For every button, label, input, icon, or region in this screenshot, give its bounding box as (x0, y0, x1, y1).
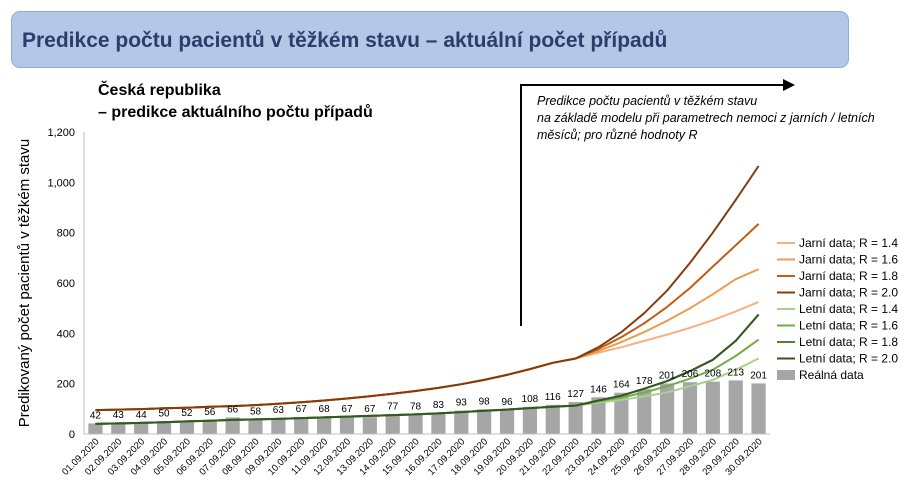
y-tick-label: 0 (69, 429, 75, 441)
legend-label: Jarní data; R = 2.0 (799, 286, 898, 300)
bar-data-label: 178 (636, 376, 653, 387)
bar-data-label: 213 (727, 367, 744, 378)
series-line (95, 165, 760, 412)
bar-real-data (431, 413, 446, 434)
legend-label: Letní data; R = 2.0 (799, 352, 898, 366)
bar-data-label: 42 (90, 410, 102, 421)
bar-data-label: 68 (319, 404, 331, 415)
bar-real-data (362, 417, 377, 434)
legend-label: Jarní data; R = 1.4 (799, 236, 898, 250)
bar-data-label: 93 (456, 398, 468, 409)
annotation-line-1: Predikce počtu pacientů v těžkém stavu (537, 94, 758, 108)
bar-real-data (499, 409, 515, 434)
series-line (95, 223, 760, 412)
bar-real-data (134, 422, 149, 434)
bar-data-label: 43 (113, 410, 125, 421)
bar-data-label: 63 (273, 405, 285, 416)
y-tick-label: 200 (57, 379, 75, 391)
bar-data-label: 67 (364, 404, 376, 415)
bar-data-label: 50 (158, 408, 170, 419)
bar-data-label: 108 (522, 394, 539, 405)
y-tick-label: 800 (57, 228, 75, 240)
bar-real-data (294, 417, 309, 434)
bar-data-label: 116 (545, 392, 561, 403)
y-tick-label: 1,000 (47, 177, 75, 189)
bar-data-label: 201 (750, 370, 767, 381)
bar-real-data (591, 397, 606, 434)
bar-data-label: 164 (613, 380, 630, 391)
chart-subtitle: Česká republika – predikce aktuálního po… (98, 80, 373, 124)
bar-real-data (179, 420, 194, 434)
bar-data-label: 201 (659, 370, 676, 381)
bar-data-label: 67 (341, 404, 353, 415)
bar-real-data (111, 423, 126, 434)
bar-real-data (682, 382, 698, 434)
bar-data-label: 77 (387, 402, 399, 413)
y-tick-label: 1,200 (47, 127, 75, 139)
annotation-line-3: měsíců; pro různé hodnoty R (537, 128, 698, 142)
legend-swatch-bar (777, 370, 795, 380)
bar-data-label: 58 (250, 406, 262, 417)
bar-real-data (156, 421, 172, 434)
bar-real-data (385, 414, 400, 434)
bar-real-data (225, 417, 240, 434)
bar-data-label: 96 (501, 397, 513, 408)
bar-real-data (317, 416, 332, 434)
bar-real-data (248, 419, 263, 434)
bar-real-data (614, 392, 629, 434)
legend-label: Letní data; R = 1.8 (799, 335, 898, 349)
title-banner: Predikce počtu pacientů v těžkém stavu –… (11, 11, 849, 68)
subtitle-line-1: Česká republika (98, 82, 221, 99)
bar-data-label: 56 (204, 407, 216, 418)
bar-data-label: 98 (479, 396, 491, 407)
y-tick-label: 600 (57, 278, 75, 290)
bar-data-label: 146 (590, 384, 607, 395)
bar-real-data (568, 402, 583, 434)
legend-label: Jarní data; R = 1.8 (799, 269, 898, 283)
page-title: Predikce počtu pacientů v těžkém stavu –… (22, 29, 668, 52)
bar-real-data (751, 383, 766, 434)
bar-data-label: 208 (704, 369, 721, 380)
bar-data-label: 67 (296, 404, 308, 415)
bar-real-data (339, 417, 355, 434)
prediction-annotation: Predikce počtu pacientů v těžkém stavu n… (537, 93, 887, 144)
bar-real-data (705, 381, 720, 434)
bar-real-data (660, 383, 675, 434)
bar-real-data (88, 423, 103, 434)
bar-real-data (202, 419, 217, 434)
y-axis-title: Predikovaný počet pacientů v těžkém stav… (16, 139, 33, 428)
legend-label: Jarní data; R = 1.6 (799, 253, 898, 267)
legend-label: Reálná data (799, 368, 864, 382)
bar-real-data (522, 406, 537, 434)
annotation-line-2: na základě modelu při parametrech nemoci… (537, 111, 875, 125)
forecast-arrow-line (520, 84, 785, 326)
bar-data-label: 66 (227, 404, 239, 415)
bar-real-data (477, 409, 492, 434)
bar-data-label: 78 (410, 401, 422, 412)
bar-real-data (728, 380, 743, 434)
legend-label: Letní data; R = 1.4 (799, 302, 898, 316)
y-tick-label: 400 (57, 328, 75, 340)
bar-data-label: 127 (567, 389, 584, 400)
legend-label: Letní data; R = 1.6 (799, 319, 898, 333)
bar-data-label: 206 (682, 369, 699, 380)
bar-data-label: 44 (136, 410, 148, 421)
bar-real-data (271, 418, 286, 434)
bar-real-data (545, 404, 560, 434)
bar-data-label: 52 (181, 408, 193, 419)
subtitle-line-2: – predikce aktuálního počtu případů (98, 104, 373, 121)
bar-data-label: 83 (433, 400, 445, 411)
series-line (95, 338, 760, 425)
bar-real-data (408, 414, 423, 434)
bar-real-data (637, 389, 652, 434)
series-line (95, 313, 760, 425)
bar-real-data (454, 410, 469, 434)
forecast-arrow-head (783, 79, 795, 91)
